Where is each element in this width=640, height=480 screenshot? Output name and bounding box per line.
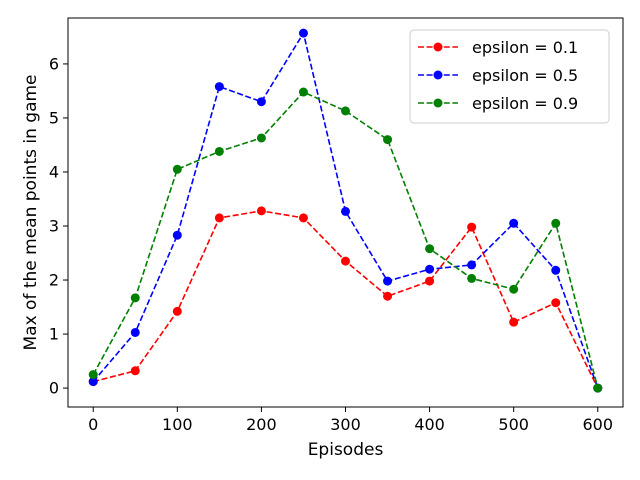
data-point [425,276,435,286]
series-3 [88,87,603,393]
y-axis-ticks: 0 1 2 3 4 5 6 [49,54,68,398]
data-point [341,256,350,266]
data-point [130,293,140,303]
x-tick-label: 100 [162,415,193,434]
legend-marker [433,98,443,108]
data-point [551,265,561,275]
data-point [425,264,435,274]
legend-label: epsilon = 0.9 [472,94,578,113]
data-point [130,366,140,376]
y-tick-label: 6 [49,54,59,73]
data-point [256,133,266,143]
data-point [214,213,224,223]
y-tick-label: 5 [49,108,59,127]
data-point [88,377,98,387]
series-1 [88,206,603,393]
data-point [425,244,435,254]
y-tick-label: 4 [49,162,59,181]
data-point [467,222,477,232]
legend-label: epsilon = 0.5 [472,66,578,85]
data-point [298,213,308,223]
y-tick-label: 2 [49,271,59,290]
data-point [593,383,603,393]
x-tick-label: 400 [414,415,445,434]
legend-item: epsilon = 0.9 [418,94,578,113]
legend-item: epsilon = 0.1 [418,38,578,57]
data-point [214,146,224,156]
data-point [88,370,98,380]
data-point [551,298,561,308]
x-tick-label: 300 [330,415,361,434]
data-point [256,206,266,216]
data-point [172,230,182,240]
data-point [383,135,393,145]
x-tick-label: 500 [498,415,529,434]
legend-item: epsilon = 0.5 [418,66,578,85]
data-point [172,164,182,174]
data-point [298,28,308,38]
data-point [130,327,140,337]
data-point [256,97,266,107]
data-point [509,284,519,294]
x-tick-label: 600 [582,415,613,434]
legend: epsilon = 0.1 epsilon = 0.5 epsilon = 0.9 [409,29,610,124]
legend-label: epsilon = 0.1 [472,38,578,57]
series-layer [88,28,603,393]
legend-box [409,29,610,124]
data-point [172,306,182,316]
x-tick-label: 0 [88,415,98,434]
x-axis-ticks: 0 100 200 300 400 500 600 [88,407,613,434]
data-point [341,106,350,116]
data-point [214,82,224,92]
data-point [383,291,393,301]
y-tick-label: 3 [49,217,59,236]
data-point [509,317,519,327]
data-point [383,276,393,286]
x-axis-label: Episodes [308,440,384,460]
y-axis-label: Max of the mean points in game [21,74,41,350]
legend-marker [433,42,443,52]
data-point [467,260,477,270]
data-point [298,87,308,97]
x-tick-label: 200 [246,415,277,434]
data-point [551,218,561,228]
y-tick-label: 0 [49,379,59,398]
data-point [341,206,350,216]
data-point [467,273,477,283]
legend-marker [433,70,443,80]
y-tick-label: 1 [49,325,59,344]
data-point [509,218,519,228]
